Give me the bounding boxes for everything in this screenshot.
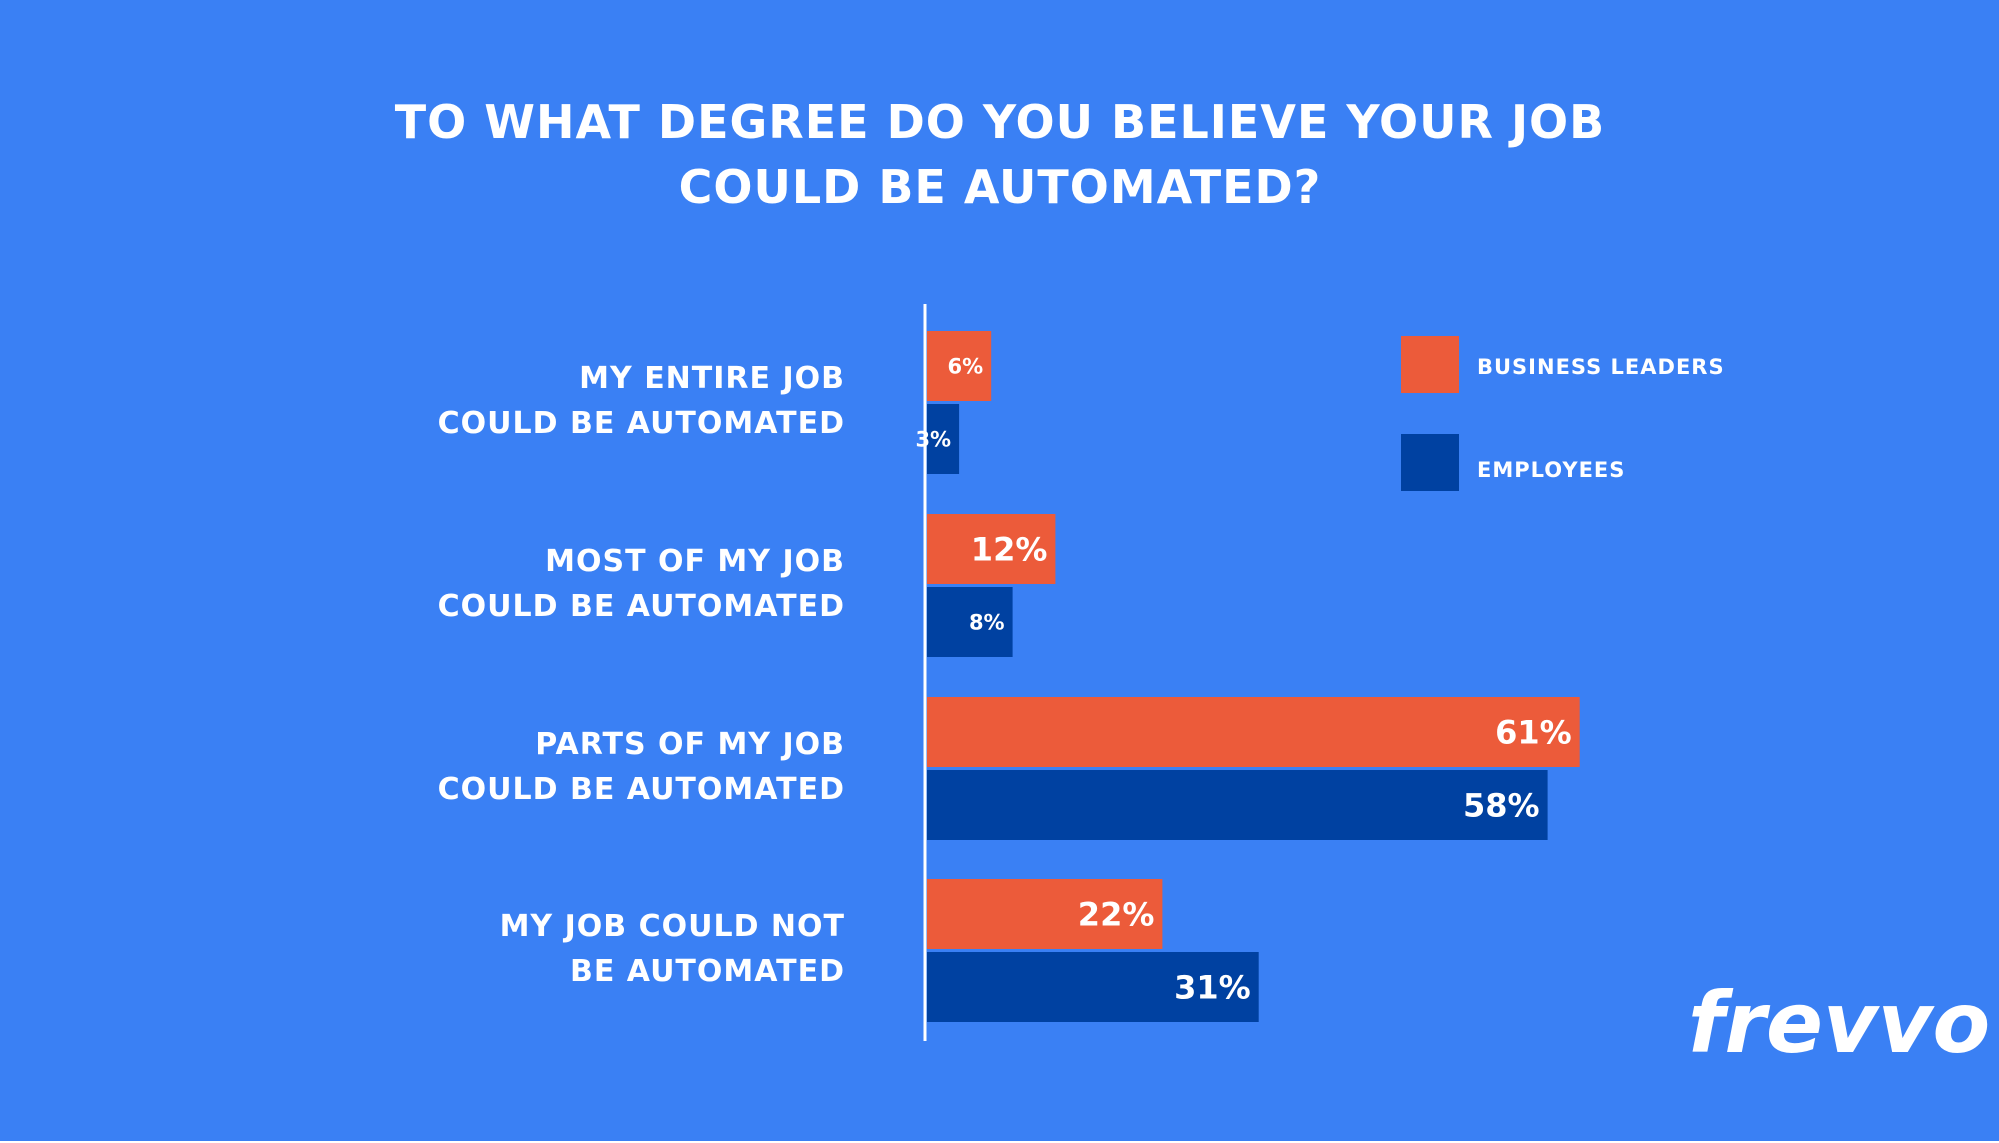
frevvo-logo: frevvo [1688,974,1990,1072]
value-label-employees-2: 8% [969,611,1005,635]
category-label-4-line-2: BE AUTOMATED [570,954,845,989]
chart-title-line-2: COULD BE AUTOMATED? [679,160,1322,214]
category-label-1-line-1: MY ENTIRE JOB [579,361,845,396]
category-label-3-line-1: PARTS OF MY JOB [535,727,845,762]
value-labels: 6% 3% 12% 8% 61% 58% 22% 31% [915,355,1571,1007]
legend-label-business-leaders: BUSINESS LEADERS [1477,355,1725,379]
category-label-1-line-2: COULD BE AUTOMATED [438,406,845,441]
value-label-business-leaders-2: 12% [971,531,1048,569]
value-label-employees-3: 58% [1463,787,1540,825]
value-label-business-leaders-4: 22% [1078,896,1155,934]
category-label-4-line-1: MY JOB COULD NOT [500,909,845,944]
bar-employees-3 [927,770,1548,840]
bar-employees-4 [927,952,1259,1022]
category-labels: MY ENTIRE JOB COULD BE AUTOMATED MOST OF M… [438,361,845,989]
bar-business-leaders-2 [927,514,1056,584]
bar-employees-1 [927,404,960,474]
value-label-business-leaders-1: 6% [948,355,984,379]
value-label-business-leaders-3: 61% [1495,714,1572,752]
value-label-employees-4: 31% [1174,969,1251,1007]
bar-business-leaders-1 [927,331,992,401]
value-label-employees-1: 3% [915,428,951,452]
chart-title-line-1: TO WHAT DEGREE DO YOU BELIEVE YOUR JOB [395,95,1605,149]
category-label-2-line-1: MOST OF MY JOB [545,544,845,579]
legend: BUSINESS LEADERS EMPLOYEES [1401,336,1725,491]
bar-business-leaders-3 [927,697,1580,767]
category-label-3-line-2: COULD BE AUTOMATED [438,772,845,807]
category-label-2-line-2: COULD BE AUTOMATED [438,589,845,624]
bars [927,331,1580,1022]
legend-swatch-business-leaders [1401,336,1459,393]
logo-text: frevvo [1688,974,1990,1072]
bar-employees-2 [927,587,1013,657]
bar-business-leaders-4 [927,879,1163,949]
legend-label-employees: EMPLOYEES [1477,458,1625,482]
legend-swatch-employees [1401,434,1459,491]
